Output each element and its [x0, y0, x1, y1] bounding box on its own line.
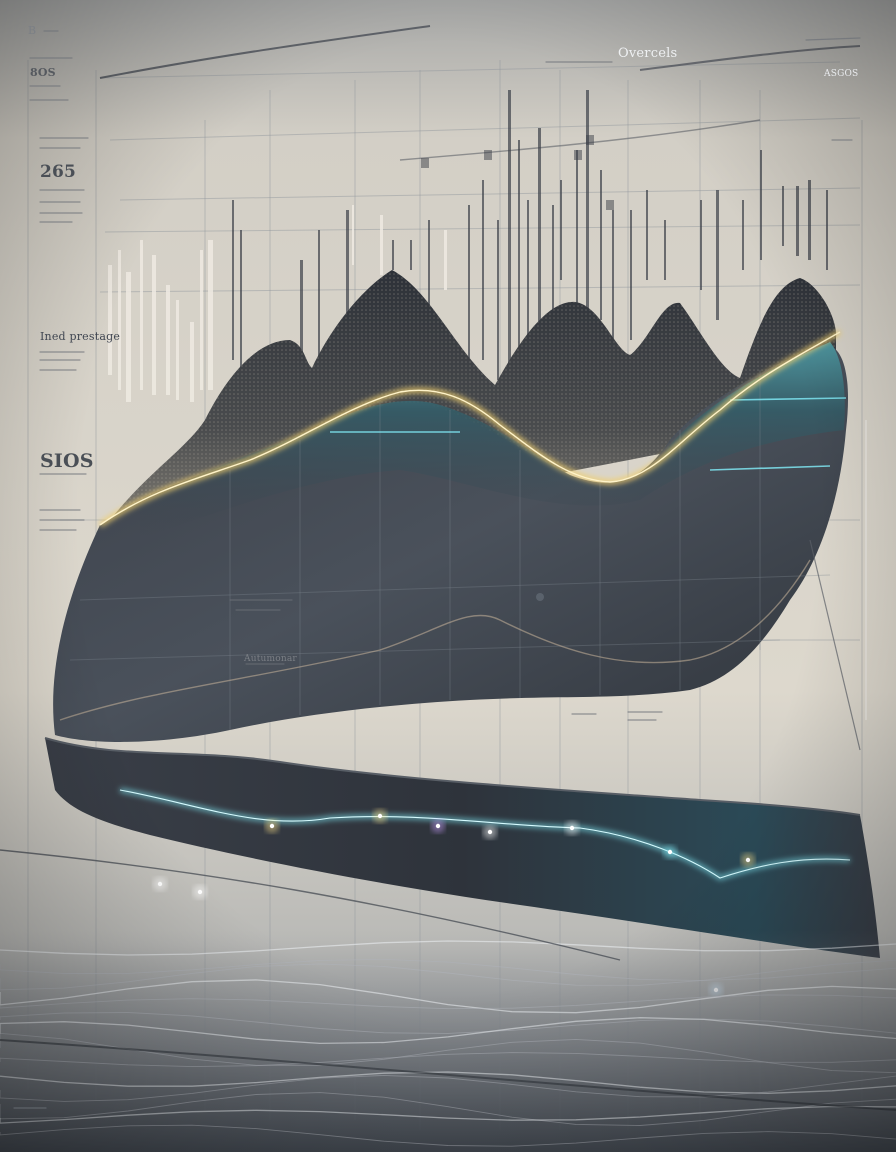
side-heading: Ined prestage — [40, 330, 121, 343]
corner-mark: B — [28, 24, 37, 37]
header-center-title: Overcels — [618, 46, 678, 61]
header-right-label: ASGOS — [824, 69, 859, 79]
chart-note: Autumonar — [244, 654, 297, 664]
side-stat-one: 265 — [40, 162, 77, 182]
header-left-title: 8OS — [30, 66, 56, 79]
side-stat-two: SIOS — [40, 450, 94, 472]
